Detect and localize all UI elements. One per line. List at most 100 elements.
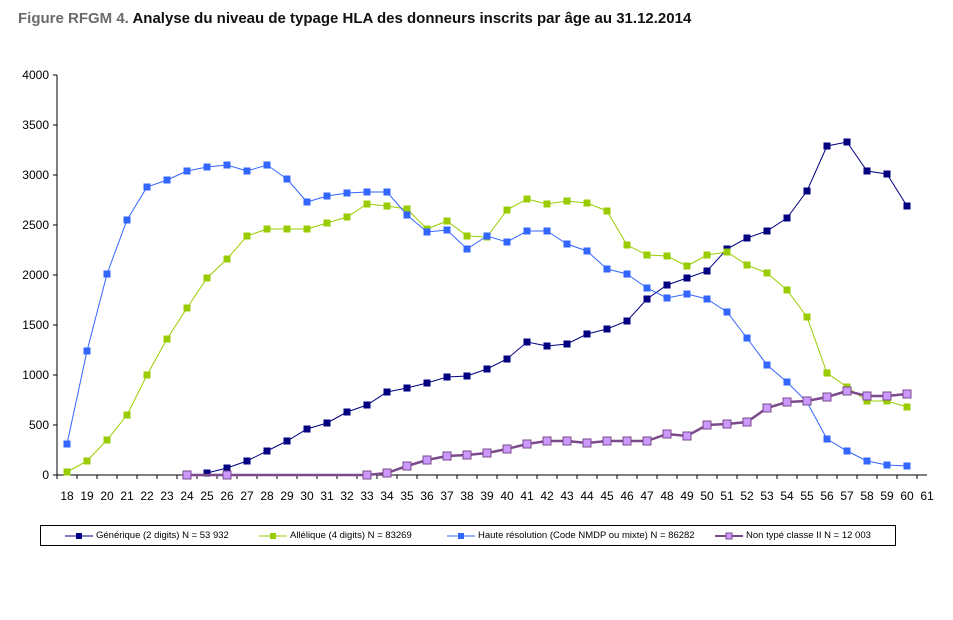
data-point xyxy=(863,457,871,465)
x-tick-label: 59 xyxy=(880,489,894,503)
x-tick-label: 44 xyxy=(580,489,594,503)
data-point xyxy=(623,317,631,325)
x-tick-label: 29 xyxy=(280,489,294,503)
legend-item: Générique (2 digits) N = 53 932 xyxy=(65,526,229,545)
data-point xyxy=(823,369,831,377)
x-tick-label: 46 xyxy=(620,489,634,503)
x-tick-label: 58 xyxy=(860,489,874,503)
legend-item: Non typé classe II N = 12 003 xyxy=(715,526,871,545)
data-point xyxy=(382,468,392,478)
x-tick-label: 40 xyxy=(500,489,514,503)
figure-title: Figure RFGM 4. Analyse du niveau de typa… xyxy=(18,10,691,27)
data-point xyxy=(563,197,571,205)
chart-series xyxy=(63,138,912,480)
data-point xyxy=(343,213,351,221)
data-point xyxy=(222,470,232,480)
legend-swatch-icon xyxy=(65,532,93,539)
data-point xyxy=(863,397,871,405)
data-point xyxy=(763,227,771,235)
data-point xyxy=(443,373,451,381)
data-point xyxy=(643,284,651,292)
data-point xyxy=(762,403,772,413)
series-1 xyxy=(203,138,911,477)
x-tick-label: 47 xyxy=(640,489,654,503)
data-point xyxy=(343,189,351,197)
x-tick-label: 30 xyxy=(300,489,314,503)
data-point xyxy=(783,286,791,294)
x-tick-label: 54 xyxy=(780,489,794,503)
x-tick-label: 25 xyxy=(200,489,214,503)
legend-item: Allélique (4 digits) N = 83269 xyxy=(259,526,412,545)
data-point xyxy=(463,372,471,380)
data-point xyxy=(283,437,291,445)
figure-label: Figure RFGM 4. xyxy=(18,10,129,27)
data-point xyxy=(603,207,611,215)
y-tick-label: 2500 xyxy=(22,218,49,232)
x-tick-label: 22 xyxy=(140,489,154,503)
y-tick-label: 0 xyxy=(42,468,49,482)
data-point xyxy=(522,439,532,449)
data-point xyxy=(283,225,291,233)
data-point xyxy=(422,455,432,465)
data-point xyxy=(703,251,711,259)
data-point xyxy=(542,436,552,446)
data-point xyxy=(642,436,652,446)
x-tick-label: 36 xyxy=(420,489,434,503)
data-point xyxy=(103,436,111,444)
x-tick-label: 55 xyxy=(800,489,814,503)
data-point xyxy=(243,457,251,465)
data-point xyxy=(183,167,191,175)
data-point xyxy=(243,167,251,175)
legend-label: Générique (2 digits) N = 53 932 xyxy=(96,530,229,541)
x-tick-label: 33 xyxy=(360,489,374,503)
x-tick-label: 42 xyxy=(540,489,554,503)
data-point xyxy=(283,175,291,183)
data-point xyxy=(663,252,671,260)
x-tick-label: 39 xyxy=(480,489,494,503)
data-point xyxy=(563,340,571,348)
y-tick-label: 3000 xyxy=(22,168,49,182)
x-tick-label: 24 xyxy=(180,489,194,503)
data-point xyxy=(503,355,511,363)
data-point xyxy=(843,447,851,455)
x-tick-label: 28 xyxy=(260,489,274,503)
y-tick-label: 2000 xyxy=(22,268,49,282)
data-point xyxy=(403,211,411,219)
data-point xyxy=(823,435,831,443)
data-point xyxy=(223,464,231,472)
data-point xyxy=(602,436,612,446)
data-point xyxy=(502,444,512,454)
data-point xyxy=(303,198,311,206)
data-point xyxy=(223,255,231,263)
data-point xyxy=(543,227,551,235)
data-point xyxy=(482,448,492,458)
data-point xyxy=(183,304,191,312)
x-tick-label: 51 xyxy=(720,489,734,503)
x-tick-label: 19 xyxy=(80,489,94,503)
data-point xyxy=(703,267,711,275)
data-point xyxy=(822,392,832,402)
data-point xyxy=(363,200,371,208)
data-point xyxy=(483,365,491,373)
data-point xyxy=(622,436,632,446)
data-point xyxy=(663,294,671,302)
data-point xyxy=(403,384,411,392)
data-point xyxy=(223,161,231,169)
data-point xyxy=(363,401,371,409)
x-tick-label: 34 xyxy=(380,489,394,503)
data-point xyxy=(383,388,391,396)
data-point xyxy=(503,238,511,246)
data-point xyxy=(63,440,71,448)
data-point xyxy=(103,270,111,278)
data-point xyxy=(562,436,572,446)
data-point xyxy=(723,308,731,316)
x-tick-label: 53 xyxy=(760,489,774,503)
data-point xyxy=(682,431,692,441)
data-point xyxy=(903,403,911,411)
data-point xyxy=(802,396,812,406)
legend-label: Haute résolution (Code NMDP ou mixte) N … xyxy=(478,530,695,541)
data-point xyxy=(883,461,891,469)
data-point xyxy=(883,397,891,405)
chart-axes: 0 500 1000 1500 2000 2500 3000 3500 4000 18 19 20 21… xyxy=(22,68,934,503)
data-point xyxy=(463,245,471,253)
